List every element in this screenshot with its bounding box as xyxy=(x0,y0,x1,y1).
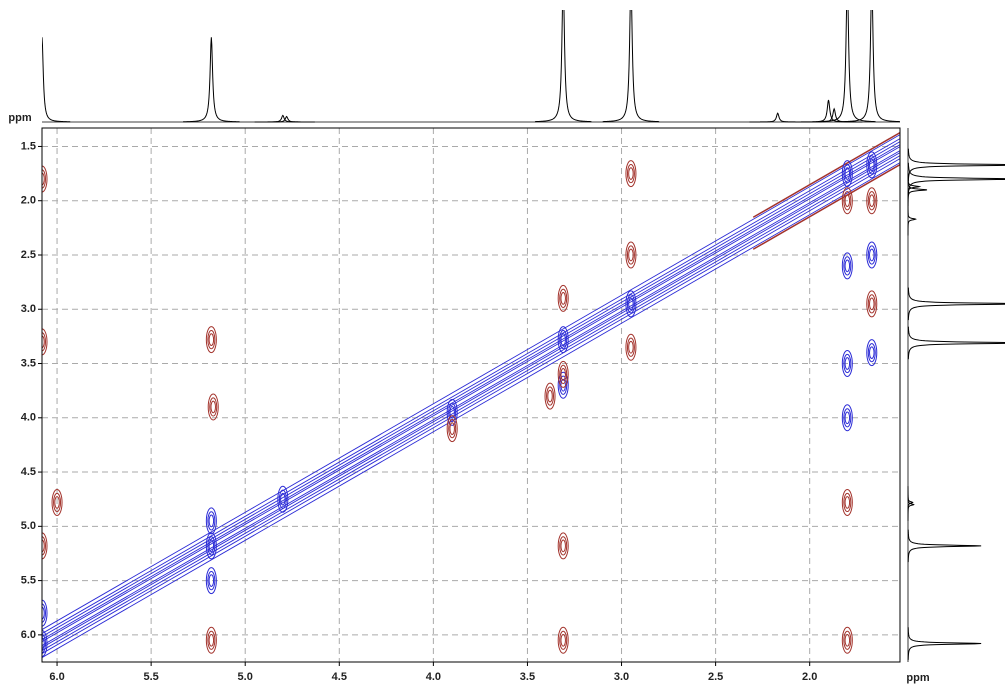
cross-peak xyxy=(842,627,852,653)
cross-peak xyxy=(558,627,568,653)
cross-peak xyxy=(558,361,568,387)
contour-level xyxy=(450,423,455,435)
cross-peak xyxy=(842,489,852,515)
x-tick-label: 2.5 xyxy=(708,671,723,683)
diagonal-contour xyxy=(42,139,900,634)
cross-peak xyxy=(626,334,636,360)
x-tick-label: 4.5 xyxy=(332,671,347,683)
cross-peak xyxy=(206,627,216,653)
y-tick-label: 5.5 xyxy=(21,575,36,587)
y-tick-label: 1.5 xyxy=(21,140,36,152)
x-tick-label: 3.0 xyxy=(614,671,629,683)
y-tick-label: 4.5 xyxy=(21,466,36,478)
y-tick-label: 6.0 xyxy=(21,629,36,641)
grid xyxy=(42,128,900,662)
projection-peak xyxy=(14,37,70,121)
diagonal-contour xyxy=(42,163,900,658)
cross-peak xyxy=(867,188,877,214)
contour-level xyxy=(211,401,216,413)
x-tick-label: 2.0 xyxy=(802,671,817,683)
contour-level xyxy=(209,334,214,346)
contour-level xyxy=(870,347,875,359)
diagonal-contour xyxy=(42,151,900,646)
projection-peak xyxy=(603,0,659,122)
chart: 6.0 5.5 5.0 4.5 4.0 3.5 3.0 2.5 2.0 1.5 2.0 2.5 3.0 3… xyxy=(0,0,1005,688)
projection-peak xyxy=(183,37,239,121)
projection-peak xyxy=(800,100,856,122)
cross-peak xyxy=(278,486,288,512)
contour-level xyxy=(845,260,850,272)
contour-level xyxy=(629,341,634,353)
projection-peak xyxy=(908,288,1005,321)
diagonal-contour xyxy=(42,145,900,640)
y-tick-label: 3.5 xyxy=(21,357,36,369)
projection-peak xyxy=(908,203,916,236)
plot-frame xyxy=(42,128,900,662)
contour-level xyxy=(845,497,850,509)
projection-peak xyxy=(908,627,981,660)
x-tick-label: 3.5 xyxy=(520,671,535,683)
diagonal-contour xyxy=(42,142,900,637)
cross-peak xyxy=(867,291,877,317)
contour-level xyxy=(561,634,566,646)
y-tick-label: 5.0 xyxy=(21,520,36,532)
diagonal xyxy=(42,133,900,658)
contour-level xyxy=(561,369,566,381)
side-projection xyxy=(908,128,1005,662)
cross-peak xyxy=(206,327,216,353)
x-tick-label: 6.0 xyxy=(49,671,64,683)
projection-peak xyxy=(908,530,981,563)
cross-peak xyxy=(842,161,852,187)
cross-peak xyxy=(626,242,636,268)
x-tick-label: 5.5 xyxy=(143,671,158,683)
diagonal-contour xyxy=(42,135,900,630)
y-axis-label: ppm xyxy=(8,112,31,124)
contour-level xyxy=(561,293,566,305)
cross-peak xyxy=(447,416,457,442)
cross-peak xyxy=(208,394,218,420)
diagonal-contour xyxy=(42,147,900,642)
diagonal-contour xyxy=(42,156,900,651)
y-tick-label: 3.0 xyxy=(21,303,36,315)
contour-level xyxy=(209,634,214,646)
cross-peak xyxy=(867,242,877,268)
projection-peak xyxy=(535,0,591,122)
contour-level xyxy=(870,298,875,310)
y-tick-label: 2.5 xyxy=(21,249,36,261)
x-tick-label: 4.0 xyxy=(426,671,441,683)
x-axis-label: ppm xyxy=(906,672,929,684)
cross-peak xyxy=(626,161,636,187)
cross-peak xyxy=(558,285,568,311)
y-tick-label: 4.0 xyxy=(21,412,36,424)
contour-level xyxy=(629,168,634,180)
contour-level xyxy=(548,390,553,402)
contour-level xyxy=(561,379,566,391)
cross-peak xyxy=(206,533,216,559)
cross-peak xyxy=(867,340,877,366)
projection-peak xyxy=(749,113,805,122)
contour-level xyxy=(845,634,850,646)
cross-peak xyxy=(206,568,216,594)
projection-peak xyxy=(908,174,927,207)
cross-peak xyxy=(842,253,852,279)
projection-peak xyxy=(908,327,1005,360)
cross-peak xyxy=(206,508,216,534)
cross-peak xyxy=(558,533,568,559)
projection-peak xyxy=(844,0,900,122)
cross-peak xyxy=(558,327,568,353)
y-tick-label: 2.0 xyxy=(21,195,36,207)
x-tick-label: 5.0 xyxy=(238,671,253,683)
diagonal-contour xyxy=(42,153,900,648)
contour-level xyxy=(561,540,566,552)
diagonal-contour xyxy=(42,159,900,654)
top-projection xyxy=(14,0,900,122)
contour-level xyxy=(209,515,214,527)
cross-peak xyxy=(545,383,555,409)
cross-peak xyxy=(867,152,877,178)
cross-peak xyxy=(447,399,457,425)
cross-peak xyxy=(626,291,636,317)
